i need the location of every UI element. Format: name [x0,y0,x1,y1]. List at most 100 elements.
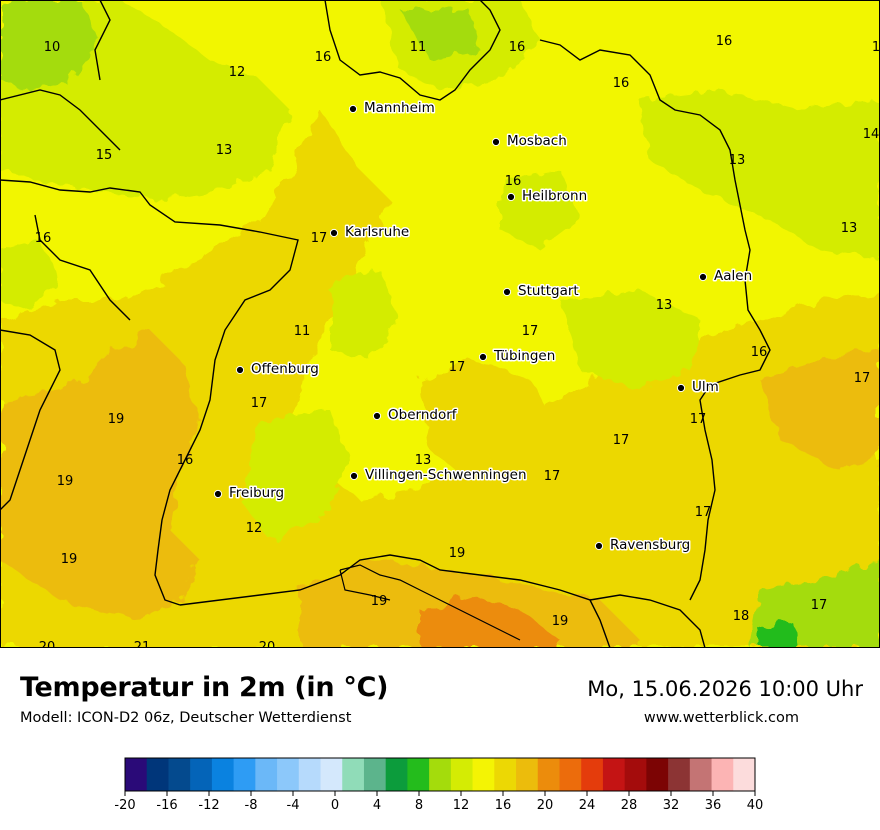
city-name: Ravensburg [610,537,690,553]
temperature-value: 13 [415,453,432,468]
legend-tick-label: 12 [453,798,470,813]
temperature-value: 16 [716,34,733,49]
legend-color-bin [407,758,430,791]
city-dot [502,287,512,297]
legend-color-bin [646,758,669,791]
city-marker: Ravensburg [594,536,692,555]
temperature-values: 10 11 16 16 1 12 16 16 14 13 15 13 16 16 17 13 13 11 17 16 1… [35,34,880,648]
temperature-value: 17 [811,598,828,613]
temperature-value: 13 [216,143,233,158]
city-dot [698,272,708,282]
legend-color-bin [255,758,278,791]
temperature-value: 18 [733,609,750,624]
city-dot [349,471,359,481]
city-marker: Karlsruhe [329,223,411,242]
temperature-value: 17 [251,396,268,411]
city-marker: Mannheim [348,99,436,118]
legend-color-bin [233,758,256,791]
legend-tick-label: 40 [747,798,764,813]
legend-color-bin [602,758,626,791]
temperature-value: 14 [863,127,880,142]
legend-color-bin [494,758,517,791]
city-marker: Freiburg [213,484,286,503]
temperature-value: 19 [61,552,78,567]
temperature-value: 16 [751,345,768,360]
legend-tick-label: 20 [537,798,554,813]
legend-tick-label: 16 [495,798,512,813]
legend-color-bin [733,758,756,791]
temperature-value: 17 [522,324,539,339]
temperature-value: 16 [35,231,52,246]
legend-tick-label: 28 [621,798,638,813]
city-markers: Mannheim Mosbach Heilbronn Karlsruhe Stuttga… [213,99,754,555]
legend-color-bin [320,758,343,791]
city-name: Villingen-Schwenningen [365,467,527,483]
city-name: Offenburg [251,361,319,377]
legend-color-bin [429,758,452,791]
city-name: Mannheim [364,100,435,116]
city-dot [213,489,223,499]
temperature-value: 17 [690,412,707,427]
color-scale-legend: -20 -16 -12 -8 -4 0 4 8 12 16 20 24 28 32 36 40 [114,757,764,813]
legend-color-bin [581,758,604,791]
city-marker: Heilbronn [506,187,589,206]
temperature-value: 17 [544,469,561,484]
city-marker: Ulm [676,378,720,397]
legend-color-bin [624,758,647,791]
legend-outline [124,757,756,792]
borders [0,0,771,648]
city-marker: Aalen [698,267,754,286]
city-marker: Villingen-Schwenningen [349,466,528,485]
temperature-value: 13 [656,298,673,313]
city-name: Stuttgart [518,283,579,299]
legend-color-bin [516,758,539,791]
legend-color-bin [211,758,235,791]
legend-color-bin [190,758,213,791]
temperature-value: 20 [39,640,56,648]
legend-color-bin [125,758,148,791]
city-dot [235,365,245,375]
temperature-value: 11 [294,324,311,339]
city-marker: Offenburg [235,360,320,379]
warm-areas [0,110,880,648]
temperature-value: 13 [841,221,858,236]
legend-color-bin [450,758,474,791]
legend-color-bin [472,758,495,791]
legend-color-bin [385,758,408,791]
cool-areas [0,0,880,648]
temperature-value: 12 [246,521,263,536]
legend-color-bin [559,758,582,791]
legend-tick-label: -12 [198,798,219,813]
legend-tick-label: 24 [579,798,596,813]
legend-color-bin [342,758,365,791]
lake-outline [339,564,521,641]
legend-color-bin [363,758,387,791]
legend-color-bin [277,758,300,791]
city-marker: Oberndorf [372,406,459,425]
temperature-value: 12 [229,65,246,80]
legend-tick-label: 36 [705,798,722,813]
temperature-value: 17 [613,433,630,448]
city-dot [372,411,382,421]
legend-tick-label: 8 [415,798,423,813]
temperature-value: 19 [449,546,466,561]
legend-color-bin [689,758,713,791]
legend-tick-label: -8 [245,798,258,813]
city-dot [594,541,604,551]
temperature-value: 19 [57,474,74,489]
website-link[interactable]: www.wetterblick.com [643,710,799,726]
temperature-value: 19 [108,412,125,427]
temperature-value: 15 [96,148,113,163]
city-name: Karlsruhe [345,224,409,240]
city-dot [348,104,358,114]
city-marker: Stuttgart [502,282,580,301]
temperature-value: 19 [371,594,388,609]
temperature-map: 10 11 16 16 1 12 16 16 14 13 15 13 16 16 17 13 13 11 17 16 1… [0,0,880,648]
legend-color-bin [168,758,191,791]
temperature-value: 1 [872,40,880,55]
map-title: Temperatur in 2m (in °C) [20,672,389,703]
city-dot [506,192,516,202]
city-marker: Tübingen [478,347,557,366]
city-dot [478,352,488,362]
temperature-value: 10 [44,40,61,55]
